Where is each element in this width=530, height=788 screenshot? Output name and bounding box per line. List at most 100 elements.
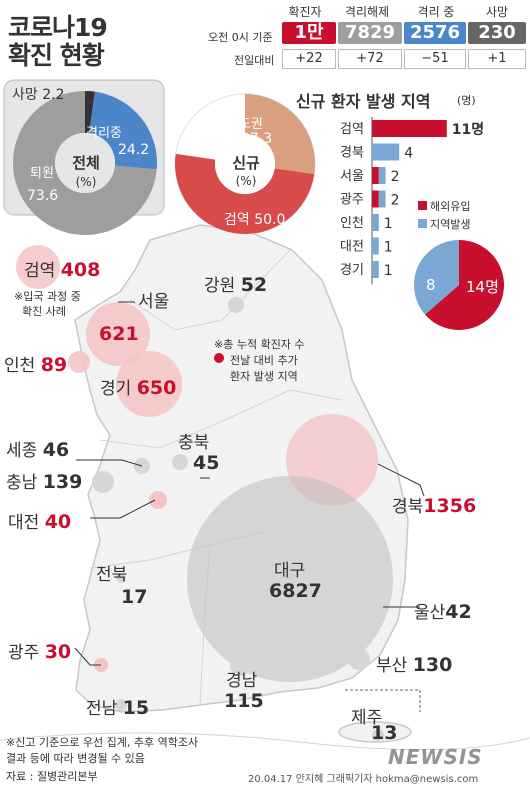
bar-category-label: 대전 (340, 240, 364, 255)
legend-local-swatch (418, 219, 427, 228)
city-chungbuk: 충북 (178, 428, 209, 453)
city-value: 408 (60, 259, 101, 281)
newsis-logo: NEWSIS (388, 745, 483, 769)
city-sejong: 세종 46 (6, 436, 69, 461)
prev-label: 전일대비 (234, 54, 275, 67)
bar-category-label: 검역 (340, 122, 364, 137)
bubble-chungbuk (172, 454, 188, 470)
city-name: 제주 (351, 708, 383, 728)
city-name: 인천 (4, 356, 36, 376)
wave-line (0, 732, 530, 751)
isolated-change: −51 (404, 49, 466, 69)
bar-local (378, 167, 386, 184)
city-value: 6827 (269, 580, 322, 602)
released-value: 7829 (338, 22, 402, 44)
footer-source: 자료 : 질병관리본부 (6, 770, 98, 783)
split-overseas-label: 14명 (466, 278, 499, 296)
city-name: 충북 (178, 433, 210, 453)
total-pie-title: 전체 (72, 154, 100, 172)
city-value: 42 (445, 601, 472, 623)
province-border (129, 249, 291, 331)
city-value: 46 (42, 439, 70, 461)
bar-value-label: 2 (391, 193, 400, 209)
bar-category-label: 서울 (340, 169, 364, 184)
city-gyeongnam-value: 115 (224, 690, 264, 712)
header-basis: 오전 0시 기준 (208, 31, 273, 44)
map-legend2: 전날 대비 추가 (230, 354, 298, 367)
city-jeju-value: 13 (371, 722, 397, 744)
city-value: 40 (44, 511, 72, 533)
city-name: 강원 (204, 276, 236, 296)
bar-category-label: 인천 (340, 216, 364, 231)
bar-local (372, 214, 379, 231)
header-label-deaths: 사망 (485, 5, 509, 19)
total-isolated-value: 24.2 (118, 142, 150, 158)
header-label-isolated: 격리 중 (417, 5, 455, 19)
new-capital-name: 수도권 (227, 117, 263, 132)
city-value: 650 (136, 377, 177, 399)
city-value: 30 (44, 641, 72, 663)
bubble-busan (348, 648, 370, 670)
city-chungbuk-value: 45 (193, 452, 219, 474)
city-value: 13 (371, 722, 398, 744)
province-border (99, 389, 343, 449)
city-name: 검역 (24, 261, 56, 281)
city-daegu: 대구 (274, 556, 305, 581)
leader-gyeongbuk (377, 463, 425, 497)
bubble-quarantine (16, 245, 60, 289)
city-value: 15 (122, 697, 150, 719)
city-chungnam: 충남 139 (6, 468, 82, 493)
city-name: 경남 (226, 671, 258, 691)
total-isolated-name: 격리중 (86, 126, 122, 141)
split-slice-overseas (424, 240, 505, 330)
legend-overseas-label: 해외유입 (430, 200, 471, 213)
legend-local-label: 지역발생 (430, 218, 471, 231)
total-pie-hole (55, 133, 115, 193)
city-name: 경북 (392, 497, 424, 517)
city-name: 부산 (376, 656, 408, 676)
bar-local (378, 190, 386, 208)
bar-overseas (372, 120, 447, 137)
new-slice-quarantine (175, 153, 315, 234)
city-name: 서울 (138, 292, 170, 312)
bar-value-label: 1 (384, 263, 393, 279)
total-slice-isolated (89, 91, 157, 170)
city-daejeon: 대전 40 (8, 508, 71, 533)
new-pie-title: 신규 (232, 154, 260, 172)
bubble-daejeon (149, 491, 167, 509)
footer-note1: ※신고 기준으로 우선 집계, 추후 역학조사 (6, 736, 199, 749)
city-value: 130 (412, 654, 453, 676)
total-dead-label: 사망 2.2 (12, 87, 65, 103)
title-line2: 확진 현황 (8, 41, 105, 70)
bar-value-label: 1 (384, 240, 393, 256)
header-label-released: 격리해제 (344, 5, 390, 19)
new-pie (174, 93, 316, 235)
confirmed-change: +22 (282, 49, 336, 69)
new-slice-capital (245, 94, 315, 175)
bar-local (372, 143, 400, 161)
total-pie-unit: (%) (75, 175, 97, 189)
deaths-change: +1 (468, 49, 526, 69)
city-daegu-value: 6827 (269, 580, 322, 602)
city-gwangju: 광주 30 (8, 638, 71, 663)
city-busan: 부산 130 (376, 651, 452, 676)
city-incheon: 인천 89 (4, 351, 67, 376)
city-name: 대구 (274, 561, 306, 581)
released-change: +72 (338, 49, 402, 69)
city-value: 89 (40, 354, 68, 376)
city-jeonbuk: 전북 (96, 560, 127, 585)
map-legend1: ※총 누적 확진자 수 (214, 338, 305, 351)
city-value: 17 (121, 586, 148, 608)
city-ulsan: 울산42 (414, 598, 472, 623)
city-name: 광주 (8, 643, 40, 663)
city-value: 45 (193, 452, 220, 474)
footer-credit: 20.04.17 안지혜 그래픽기자 hokma@newsis.com (248, 774, 479, 785)
bubble-chungnam (92, 471, 114, 493)
bubble-seoul (86, 302, 150, 366)
total-released-name: 퇴원 (30, 166, 54, 181)
city-value: 115 (224, 690, 264, 712)
city-jeonbuk-value: 17 (121, 586, 147, 608)
total-pie (13, 91, 157, 236)
city-gyeongnam: 경남 (226, 666, 257, 691)
